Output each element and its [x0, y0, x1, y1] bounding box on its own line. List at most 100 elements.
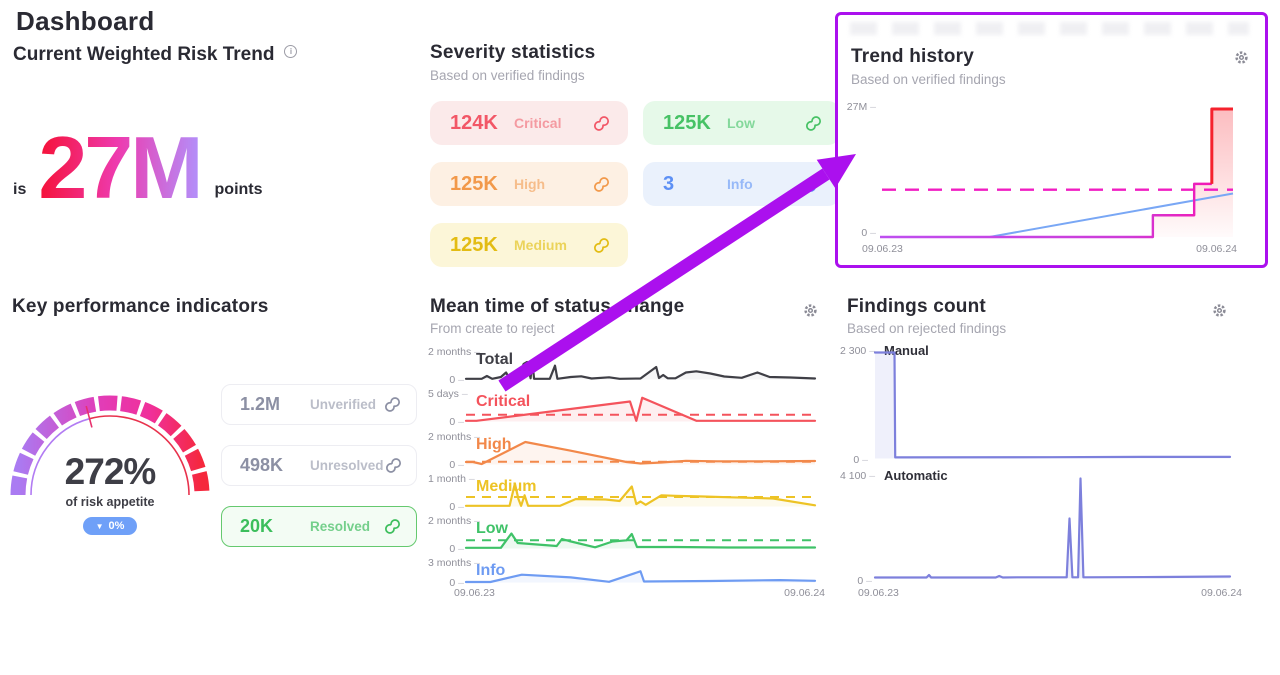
link-icon[interactable] [383, 517, 402, 536]
kpi-card-value: 498K [240, 455, 284, 475]
findings-title: Findings count [847, 296, 986, 317]
mini-chart [464, 532, 817, 549]
severity-badge-label: Medium [514, 237, 567, 253]
settings-gear-icon[interactable] [1233, 49, 1250, 66]
manual-y-zero-label: 0 [840, 454, 868, 466]
kpi-title: Key performance indicators [12, 296, 269, 317]
info-icon[interactable]: i [284, 45, 298, 58]
risk-value-suffix: points [214, 180, 263, 198]
findings-x-start-label: 09.06.23 [858, 587, 899, 599]
gauge-caption: of risk appetite [65, 495, 155, 509]
gauge-value: 272% [64, 451, 157, 492]
severity-badge-medium[interactable]: 125K Medium [430, 223, 628, 267]
mean-time-chart-medium: 1 month 0 Medium [428, 473, 825, 513]
settings-gear-icon[interactable] [1211, 302, 1228, 319]
mini-chart [464, 570, 817, 584]
settings-gear-icon[interactable] [802, 302, 819, 319]
kpi-cards: 1.2M Unverified 498K Unresolved 20K Reso… [221, 384, 417, 547]
severity-title: Severity statistics [430, 42, 596, 63]
link-icon[interactable] [804, 114, 823, 133]
risk-value-prefix: is [13, 180, 27, 198]
automatic-chart [873, 477, 1232, 579]
y-axis-zero-label: 0 [428, 501, 464, 513]
triangle-down-icon: ▼ [95, 521, 104, 531]
mini-chart [464, 482, 817, 507]
mean-time-title: Mean time of status change [430, 296, 685, 317]
mean-time-subtitle: From create to reject [430, 321, 555, 336]
severity-badge-value: 125K [450, 172, 498, 195]
trend-x-end-label: 09.06.24 [1196, 243, 1237, 255]
annotation-box-trend-history-panel: Trend history Based on verified findings… [835, 12, 1268, 268]
severity-badge-value: 124K [450, 111, 498, 134]
trend-history-chart [880, 107, 1234, 239]
y-axis-zero-label: 0 [428, 577, 464, 589]
severity-badge-value: 3 [663, 172, 675, 195]
risk-appetite-gauge: 272% of risk appetite ▼ 0% [10, 383, 210, 551]
mini-chart [464, 360, 817, 380]
manual-chart [873, 351, 1232, 459]
y-axis-max-label: 1 month [428, 473, 466, 485]
severity-badge-info[interactable]: 3 Info [643, 162, 840, 206]
severity-badge-value: 125K [450, 233, 498, 256]
findings-x-end-label: 09.06.24 [1201, 587, 1242, 599]
trend-y-max-label: 27M [840, 101, 876, 113]
link-icon[interactable] [804, 175, 823, 194]
mean-time-chart-critical: 5 days 0 Critical [428, 388, 825, 428]
link-icon[interactable] [592, 175, 611, 194]
manual-y-max-label: 2 300 [840, 345, 872, 357]
mini-chart [464, 396, 817, 422]
kpi-card-label: Unverified [310, 397, 377, 412]
kpi-card-resolved[interactable]: 20K Resolved [221, 506, 417, 547]
kpi-card-label: Resolved [310, 519, 371, 534]
kpi-card-value: 20K [240, 516, 274, 536]
risk-trend-header: Current Weighted Risk Trend i [13, 44, 298, 66]
y-axis-max-label: 2 months [428, 515, 471, 527]
trend-y-zero-label: 0 [840, 227, 876, 239]
y-axis-zero-label: 0 [428, 416, 464, 428]
kpi-card-unverified[interactable]: 1.2M Unverified [221, 384, 417, 425]
kpi-card-unresolved[interactable]: 498K Unresolved [221, 445, 417, 486]
automatic-series-label: Automatic [884, 468, 948, 483]
link-icon[interactable] [592, 236, 611, 255]
risk-trend-title: Current Weighted Risk Trend [13, 44, 275, 65]
series-label: High [476, 436, 512, 453]
link-icon[interactable] [384, 456, 403, 475]
y-axis-zero-label: 0 [428, 459, 464, 471]
series-label: Medium [476, 478, 537, 495]
severity-badge-value: 125K [663, 111, 711, 134]
trend-history-subtitle: Based on verified findings [851, 72, 1006, 87]
gauge-arc [10, 395, 210, 496]
mean-time-x-start-label: 09.06.23 [454, 587, 495, 599]
gauge-delta-badge: ▼ 0% [82, 517, 138, 535]
mean-time-x-end-label: 09.06.24 [784, 587, 825, 599]
y-axis-max-label: 5 days [428, 388, 464, 400]
risk-trend-value: is 27M points [13, 118, 263, 217]
y-axis-zero-label: 0 [428, 374, 464, 386]
automatic-y-max-label: 4 100 [840, 470, 872, 482]
series-label: Info [476, 562, 506, 579]
mini-chart [464, 440, 817, 466]
y-axis-max-label: 3 months [428, 557, 471, 569]
findings-subtitle: Based on rejected findings [847, 321, 1007, 336]
severity-badge-high[interactable]: 125K High [430, 162, 628, 206]
page-title: Dashboard [16, 6, 155, 36]
y-axis-max-label: 2 months [428, 431, 471, 443]
severity-badge-critical[interactable]: 124K Critical [430, 101, 628, 145]
trend-x-start-label: 09.06.23 [862, 243, 903, 255]
y-axis-max-label: 2 months [428, 346, 471, 358]
kpi-card-value: 1.2M [240, 394, 281, 414]
link-icon[interactable] [592, 114, 611, 133]
mean-time-chart-info: 3 months 0 Info [428, 557, 825, 589]
redacted-strip [850, 22, 1249, 35]
severity-badge-label: Low [727, 115, 755, 131]
severity-badge-low[interactable]: 125K Low [643, 101, 840, 145]
link-icon[interactable] [383, 395, 402, 414]
y-axis-zero-label: 0 [428, 543, 464, 555]
mean-time-chart-total: 2 months 0 Total [428, 346, 825, 386]
severity-subtitle: Based on verified findings [430, 68, 585, 83]
risk-value-number: 27M [38, 118, 203, 217]
mean-time-chart-high: 2 months 0 High [428, 431, 825, 471]
severity-badge-label: Critical [514, 115, 562, 131]
findings-count-panel: Findings count Based on rejected finding… [840, 290, 1280, 610]
